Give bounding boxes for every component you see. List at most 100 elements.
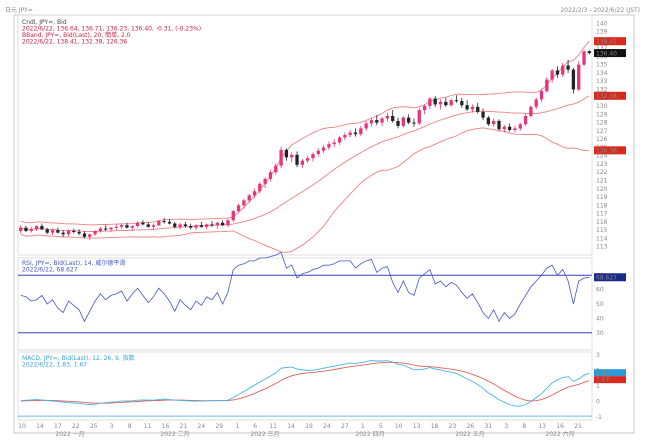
candle-body bbox=[311, 154, 315, 159]
macd-tick-label: 3 bbox=[596, 352, 600, 359]
candle-body bbox=[417, 110, 421, 124]
candle-body bbox=[497, 120, 501, 130]
price-tick-label: 117 bbox=[596, 211, 608, 218]
candle-body bbox=[56, 230, 60, 233]
macd-tag-bg bbox=[594, 369, 626, 377]
candle-body bbox=[263, 178, 267, 184]
candle-body bbox=[391, 115, 395, 121]
x-tick-label: 14 bbox=[287, 423, 295, 430]
candle-body bbox=[226, 220, 230, 226]
candle-body bbox=[199, 225, 204, 227]
candle-body bbox=[449, 100, 453, 106]
x-tick-label: 8 bbox=[522, 423, 526, 430]
candle-body bbox=[258, 183, 262, 192]
candle-body bbox=[444, 101, 448, 106]
candle-body bbox=[428, 98, 432, 107]
macd-signal-line bbox=[20, 361, 590, 404]
candle-body bbox=[337, 137, 342, 143]
candle-body bbox=[88, 234, 92, 237]
candle-body bbox=[61, 232, 65, 235]
candle-body bbox=[247, 195, 251, 201]
x-tick-label: 23 bbox=[449, 423, 457, 430]
candle-body bbox=[454, 100, 459, 102]
candle-body bbox=[146, 224, 150, 227]
candle-body bbox=[189, 226, 193, 228]
upper-band-tag: 138.41 bbox=[596, 38, 617, 45]
candle-body bbox=[167, 221, 172, 224]
x-month-label: 2022 五月 bbox=[455, 431, 484, 438]
rsi-tick-label: 30 bbox=[596, 330, 604, 337]
candle-body bbox=[550, 70, 554, 80]
price-legend-line: 2022/6/22, 136.64, 136.71, 136.23, 136.4… bbox=[22, 26, 201, 33]
price-tick-label: 121 bbox=[596, 178, 608, 185]
price-tick-label: 124 bbox=[596, 153, 608, 160]
candle-body bbox=[141, 222, 145, 225]
window-title: 日元 JPY= bbox=[5, 7, 33, 14]
candle-body bbox=[539, 91, 544, 100]
upper-band-tag-bg bbox=[594, 37, 626, 46]
price-tick-label: 139 bbox=[596, 29, 608, 36]
price-tick-label: 127 bbox=[596, 128, 608, 135]
candle-body bbox=[109, 227, 113, 230]
candle-body bbox=[135, 222, 140, 227]
x-tick-label: 13 bbox=[413, 423, 421, 430]
candle-body bbox=[77, 231, 81, 234]
candle-body bbox=[545, 79, 549, 92]
candle-body bbox=[375, 120, 379, 123]
price-tick-label: 133 bbox=[596, 78, 608, 85]
x-tick-label: 5 bbox=[379, 423, 383, 430]
candle-body bbox=[438, 101, 443, 105]
candle-body bbox=[555, 70, 560, 75]
x-tick-label: 31 bbox=[485, 423, 493, 430]
candle-body bbox=[40, 226, 44, 230]
candle-body bbox=[19, 227, 23, 231]
price-tick-label: 116 bbox=[596, 219, 608, 226]
price-tick-label: 140 bbox=[596, 20, 608, 27]
candle-body bbox=[279, 149, 283, 166]
candle-body bbox=[571, 69, 576, 90]
candle-body bbox=[295, 154, 299, 165]
candle-body bbox=[290, 154, 294, 158]
candle-body bbox=[306, 158, 310, 161]
candle-body bbox=[460, 101, 464, 106]
price-tick-label: 134 bbox=[596, 70, 608, 77]
x-month-label: 2022 四月 bbox=[355, 431, 384, 438]
price-tick-label: 118 bbox=[596, 202, 608, 209]
candle-body bbox=[268, 172, 273, 179]
macd-tick-label: -1 bbox=[596, 414, 602, 421]
candle-body bbox=[300, 160, 304, 165]
candle-body bbox=[561, 65, 565, 75]
candle-body bbox=[82, 233, 87, 237]
macd-legend-line: 2022/6/22, 1.83, 1.67 bbox=[22, 362, 87, 369]
candle-body bbox=[523, 115, 528, 125]
candle-body bbox=[220, 222, 225, 226]
candle-body bbox=[486, 117, 491, 125]
x-tick-label: 8 bbox=[128, 423, 132, 430]
x-tick-label: 24 bbox=[323, 423, 331, 430]
x-tick-label: 25 bbox=[90, 423, 98, 430]
candle-body bbox=[215, 222, 219, 226]
candle-body bbox=[433, 98, 437, 105]
candle-body bbox=[50, 230, 55, 233]
candle-body bbox=[252, 191, 257, 196]
signal-tag-bg bbox=[594, 376, 626, 384]
x-tick-label: 16 bbox=[162, 423, 170, 430]
rsi-tick-label: 60 bbox=[596, 287, 604, 294]
candle-body bbox=[72, 231, 76, 232]
candle-body bbox=[412, 122, 416, 124]
price-tick-label: 119 bbox=[596, 194, 608, 201]
candle-body bbox=[534, 99, 538, 107]
candle-body bbox=[178, 224, 182, 227]
x-tick-label: 21 bbox=[574, 423, 582, 430]
candle-body bbox=[45, 229, 49, 233]
candle-body bbox=[173, 223, 177, 227]
candle-body bbox=[162, 221, 166, 223]
price-pane bbox=[17, 14, 593, 256]
x-tick-label: 17 bbox=[54, 423, 62, 430]
candle-body bbox=[205, 224, 209, 227]
candle-body bbox=[93, 231, 97, 235]
rsi-tick-label: 40 bbox=[596, 315, 604, 322]
macd-value-tag: 1.83 bbox=[596, 370, 610, 377]
